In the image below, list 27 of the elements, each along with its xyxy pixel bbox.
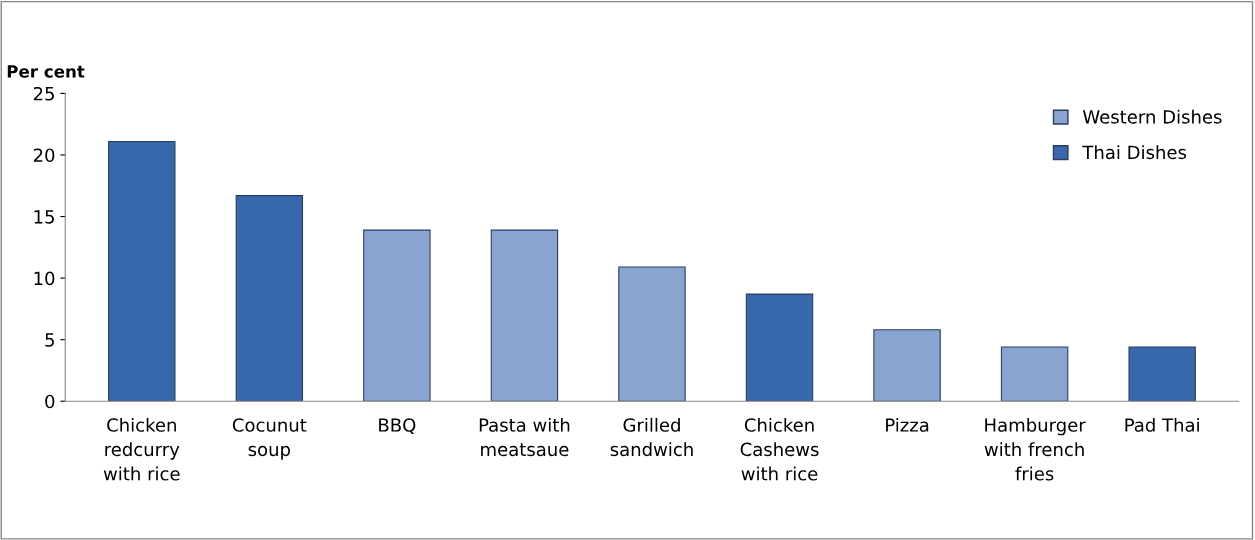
bar	[1128, 346, 1196, 402]
bar	[363, 229, 431, 402]
bar	[235, 195, 304, 402]
x-tick-label: Pizza	[886, 417, 929, 432]
x-tick-label: Hamburger with french fries	[984, 417, 1086, 481]
bar	[745, 293, 814, 402]
y-tick-label: 25	[33, 86, 54, 101]
y-tick-label: 5	[45, 333, 54, 347]
bar	[1000, 346, 1069, 402]
bar	[108, 140, 176, 402]
x-tick-label: Pad Thai	[1125, 417, 1199, 432]
y-tick-label: 10	[34, 271, 55, 286]
x-tick-label: Grilled sandwich	[610, 417, 693, 457]
x-tick-label: Pasta with meatsaue	[479, 417, 570, 457]
bar	[618, 266, 686, 402]
y-tick-label: 15	[34, 210, 54, 224]
x-tick-label: BBQ	[379, 418, 416, 434]
bar	[873, 329, 941, 402]
legend-label: Thai Dishes	[1082, 145, 1187, 160]
x-tick-label: Chicken redcurry with rice	[103, 417, 180, 481]
legend-label: Western Dishes	[1082, 109, 1222, 124]
y-tick-label: 20	[33, 148, 55, 163]
y-tick-label: 0	[45, 394, 55, 409]
x-tick-label: Cocunut soup	[232, 418, 307, 460]
bar	[490, 229, 559, 402]
y-axis-title: Per cent	[7, 65, 85, 78]
x-tick-label: Chicken Cashews with rice	[740, 417, 819, 481]
